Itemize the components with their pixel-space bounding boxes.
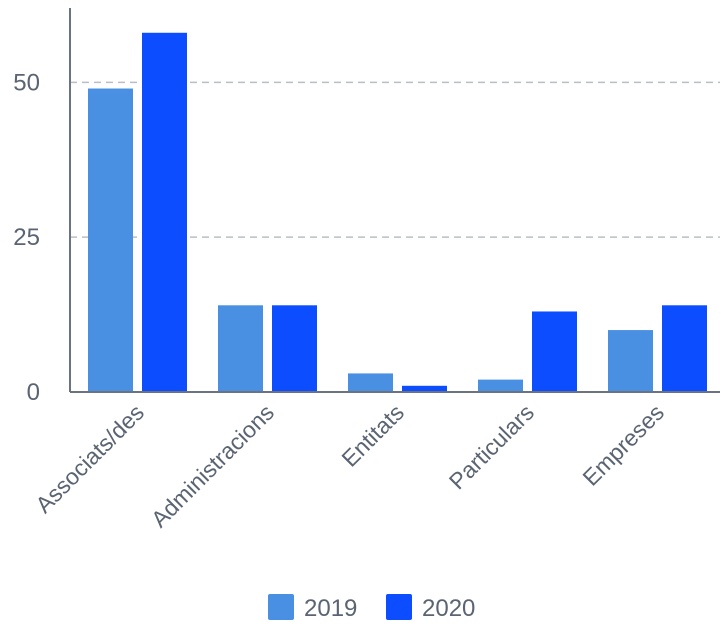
legend-label: 2020 (422, 595, 475, 621)
y-tick-label: 50 (13, 69, 40, 96)
legend-item-2019[interactable]: 2019 (268, 594, 357, 622)
bar-2019-4[interactable] (608, 330, 653, 392)
x-category-label: Particulars (444, 399, 539, 494)
legend: 2019 2020 (268, 594, 475, 622)
x-category-label: Associats/des (30, 399, 149, 518)
legend-swatch (268, 594, 294, 620)
y-tick-labels: 0 25 50 (13, 69, 40, 406)
bars (88, 32, 707, 393)
axes (69, 8, 720, 393)
legend-item-2020[interactable]: 2020 (386, 594, 475, 622)
bar-2020-1[interactable] (272, 305, 317, 392)
x-category-label: Entitats (336, 399, 409, 472)
bar-2019-3[interactable] (478, 379, 523, 392)
bar-2019-0[interactable] (88, 88, 133, 393)
y-tick-label: 0 (27, 379, 40, 406)
y-tick-label: 25 (13, 224, 40, 251)
bar-2020-4[interactable] (662, 305, 707, 392)
bar-2020-3[interactable] (532, 311, 577, 392)
bar-2019-1[interactable] (218, 305, 263, 392)
bar-2020-0[interactable] (142, 32, 187, 392)
bar-2019-2[interactable] (348, 373, 393, 392)
legend-swatch (386, 594, 412, 620)
bar-2020-2[interactable] (402, 385, 447, 392)
legend-label: 2019 (304, 595, 357, 621)
x-category-label: Empreses (577, 399, 669, 491)
x-category-label: Administracions (146, 399, 279, 532)
